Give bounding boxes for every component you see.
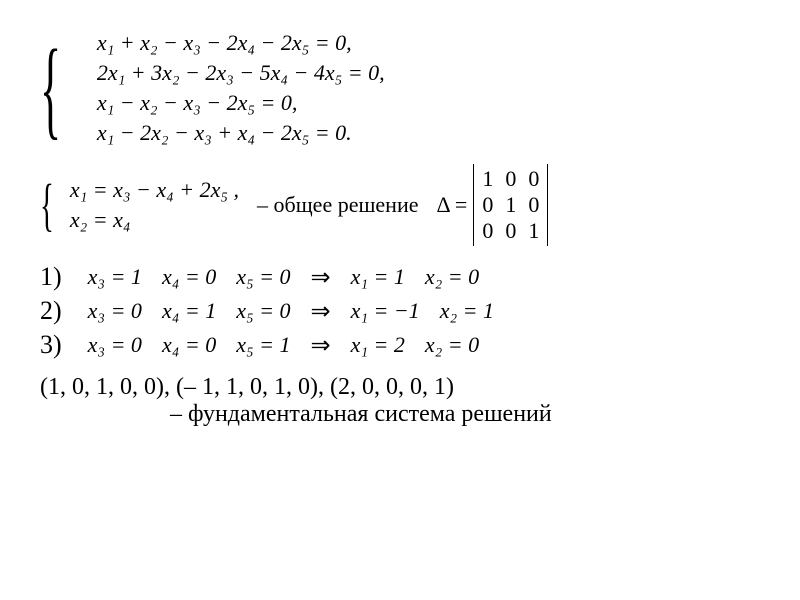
eq-2: 2x₁ + 3x₂ − 2x₃ − 5x₄ − 4x₅ = 0, <box>97 60 385 86</box>
c3r2: x₂ = 0 <box>425 332 479 358</box>
arrow-icon: ⇒ <box>310 297 330 326</box>
case-num-1: 1) <box>40 262 62 292</box>
eq-1: x₁ + x₂ − x₃ − 2x₄ − 2x₅ = 0, <box>97 30 385 56</box>
c1r1: x₁ = 1 <box>351 264 405 290</box>
d02: 0 <box>528 166 539 192</box>
eq-4: x₁ − 2x₂ − x₃ + x₄ − 2x₅ = 0. <box>97 120 385 146</box>
case-num-2: 2) <box>40 296 62 326</box>
solution-vectors: (1, 0, 1, 0, 0), (– 1, 1, 0, 1, 0), (2, … <box>40 374 760 401</box>
determinant-matrix: 100 010 001 <box>473 164 548 246</box>
case-3: 3) x₃ = 0 x₄ = 0 x₅ = 1 ⇒ x₁ = 2 x₂ = 0 <box>40 330 760 360</box>
c3a: x₃ = 0 <box>88 332 142 358</box>
gen-line-1: x₁ = x₃ − x₄ + 2x₅ , <box>70 177 239 203</box>
d20: 0 <box>482 218 493 244</box>
general-solution-lines: x₁ = x₃ − x₄ + 2x₅ , x₂ = x₄ <box>70 177 239 233</box>
c2r1: x₁ = −1 <box>351 298 420 324</box>
fundamental-label: – фундаментальная система решений <box>170 401 760 428</box>
c2r2: x₂ = 1 <box>440 298 494 324</box>
case-2: 2) x₃ = 0 x₄ = 1 x₅ = 0 ⇒ x₁ = −1 x₂ = 1 <box>40 296 760 326</box>
determinant: Δ = 100 010 001 <box>437 164 549 246</box>
general-solution-row: { x₁ = x₃ − x₄ + 2x₅ , x₂ = x₄ – общее р… <box>40 164 760 246</box>
equation-lines: x₁ + x₂ − x₃ − 2x₄ − 2x₅ = 0, 2x₁ + 3x₂ … <box>97 30 385 146</box>
c2a: x₃ = 0 <box>88 298 142 324</box>
case-1: 1) x₃ = 1 x₄ = 0 x₅ = 0 ⇒ x₁ = 1 x₂ = 0 <box>40 262 760 292</box>
c1b: x₄ = 0 <box>162 264 216 290</box>
arrow-icon: ⇒ <box>310 263 330 292</box>
d10: 0 <box>482 192 493 218</box>
general-solution-label: – общее решение <box>257 192 418 218</box>
c3c: x₅ = 1 <box>236 332 290 358</box>
d01: 0 <box>505 166 516 192</box>
c1a: x₃ = 1 <box>88 264 142 290</box>
eq-3: x₁ − x₂ − x₃ − 2x₅ = 0, <box>97 90 385 116</box>
d12: 0 <box>528 192 539 218</box>
arrow-icon: ⇒ <box>310 331 330 360</box>
delta-label: Δ = <box>437 192 468 218</box>
equation-system: { x₁ + x₂ − x₃ − 2x₄ − 2x₅ = 0, 2x₁ + 3x… <box>40 30 760 146</box>
case-num-3: 3) <box>40 330 62 360</box>
cases-block: 1) x₃ = 1 x₄ = 0 x₅ = 0 ⇒ x₁ = 1 x₂ = 0 … <box>40 262 760 360</box>
left-brace-icon: { <box>40 44 61 132</box>
d11: 1 <box>505 192 516 218</box>
c2c: x₅ = 0 <box>236 298 290 324</box>
d00: 1 <box>482 166 493 192</box>
c3r1: x₁ = 2 <box>351 332 405 358</box>
d22: 1 <box>528 218 539 244</box>
c1r2: x₂ = 0 <box>425 264 479 290</box>
d21: 0 <box>505 218 516 244</box>
c1c: x₅ = 0 <box>236 264 290 290</box>
gen-line-2: x₂ = x₄ <box>70 207 239 233</box>
c3b: x₄ = 0 <box>162 332 216 358</box>
left-brace-small-icon: { <box>40 182 54 228</box>
c2b: x₄ = 1 <box>162 298 216 324</box>
